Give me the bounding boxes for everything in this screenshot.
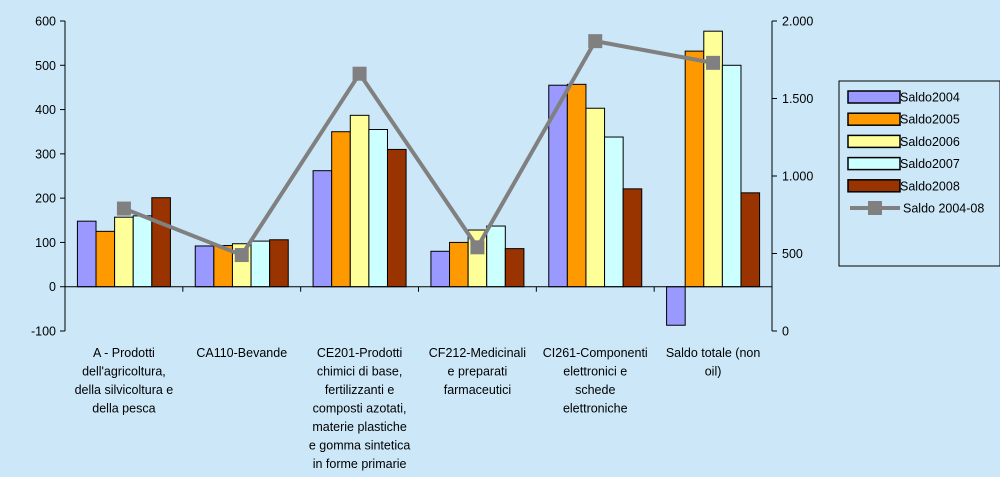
bar-saldo2007-4 — [604, 136, 624, 288]
y2-tick-label: 1.500 — [782, 92, 813, 106]
category-label: CI261-Componenti elettronici e schede elett… — [543, 346, 648, 416]
legend-label: Saldo2006 — [900, 135, 960, 149]
y-tick-label: 400 — [35, 103, 56, 117]
bar-saldo2004-2 — [312, 170, 333, 288]
legend-swatch-saldo2005 — [847, 112, 901, 126]
y-tick-label: 200 — [35, 192, 56, 206]
category-label: CA110-Bevande — [196, 346, 287, 360]
legend-swatch-saldo2008 — [847, 179, 901, 193]
ticks-layer: -100 0 100 200 300 400 500 600 0 500 1.000 1.500 2.0… — [31, 15, 813, 339]
bar-saldo2004-1 — [194, 245, 215, 288]
bar-saldo2008-4 — [622, 188, 643, 288]
bar-saldo2008-2 — [386, 148, 407, 288]
bar-saldo2008-3 — [504, 248, 525, 288]
line-point-0 — [116, 201, 131, 216]
y-tick-label: 500 — [35, 59, 56, 73]
bar-saldo2005-4 — [566, 83, 587, 288]
bar-saldo2004-3 — [430, 250, 451, 288]
bar-saldo2007-1 — [250, 240, 271, 288]
legend-label: Saldo2005 — [900, 113, 960, 127]
legend-line-marker — [868, 201, 882, 215]
line-point-2 — [352, 66, 367, 81]
legend-label: Saldo2004 — [900, 91, 960, 105]
y-tick-label: 300 — [35, 147, 56, 161]
category-labels: A - Prodotti dell'agricoltura, della silvi… — [75, 346, 761, 471]
bar-saldo2005-3 — [449, 241, 469, 288]
bar-saldo2007-5 — [721, 64, 742, 288]
line-point-5 — [706, 55, 721, 70]
y-tick-label: -100 — [31, 325, 56, 339]
legend-swatch-saldo2004 — [847, 90, 901, 104]
legend-label: Saldo2007 — [900, 157, 960, 171]
bar-saldo2005-0 — [95, 230, 116, 288]
bar-saldo2005-2 — [331, 131, 351, 288]
bar-saldo2004-0 — [76, 220, 97, 288]
line-point-3 — [470, 240, 485, 255]
plot-area — [65, 21, 772, 331]
bar-saldo2008-1 — [269, 239, 289, 288]
bar-saldo2006-4 — [585, 107, 606, 288]
bar-saldo2007-3 — [486, 225, 506, 288]
category-label: CE201-Prodotti chimici di base, fertilizza… — [309, 346, 410, 471]
legend: Saldo2004 Saldo2005 Saldo2006 Saldo2007 Sald… — [838, 80, 1000, 267]
bar-saldo2004-5 — [666, 286, 686, 326]
legend-box — [838, 80, 1000, 267]
category-label: CF212-Medicinali e preparati farmaceutici — [429, 346, 526, 397]
plot-background — [65, 21, 772, 331]
category-label: Saldo totale (non oil) — [666, 346, 761, 379]
legend-label: Saldo 2004-08 — [903, 202, 984, 216]
bar-saldo2008-0 — [151, 197, 171, 288]
line-point-4 — [588, 34, 603, 49]
y2-tick-label: 500 — [782, 247, 803, 261]
bar-saldo2005-5 — [684, 50, 705, 288]
legend-swatch-saldo2006 — [847, 134, 901, 149]
bar-saldo2008-5 — [740, 192, 761, 288]
y2-tick-label: 2.000 — [782, 15, 813, 29]
bar-saldo2007-0 — [132, 215, 153, 288]
legend-label: Saldo2008 — [900, 179, 960, 193]
legend-swatch-saldo2007 — [847, 156, 901, 171]
line-layer — [116, 34, 721, 263]
category-label: A - Prodotti dell'agricoltura, della silvi… — [75, 346, 174, 416]
y-tick-label: 0 — [49, 280, 56, 294]
bars-layer — [76, 30, 761, 326]
y2-tick-label: 0 — [782, 325, 789, 339]
y2-tick-label: 1.000 — [782, 170, 813, 184]
line-point-1 — [234, 248, 249, 263]
bar-saldo2007-2 — [368, 129, 388, 288]
y-tick-label: 100 — [35, 236, 56, 250]
line-saldo-2004-08 — [123, 38, 714, 258]
bar-saldo2006-2 — [349, 114, 370, 288]
bar-saldo2006-0 — [114, 216, 134, 288]
y-tick-label: 600 — [35, 15, 56, 29]
